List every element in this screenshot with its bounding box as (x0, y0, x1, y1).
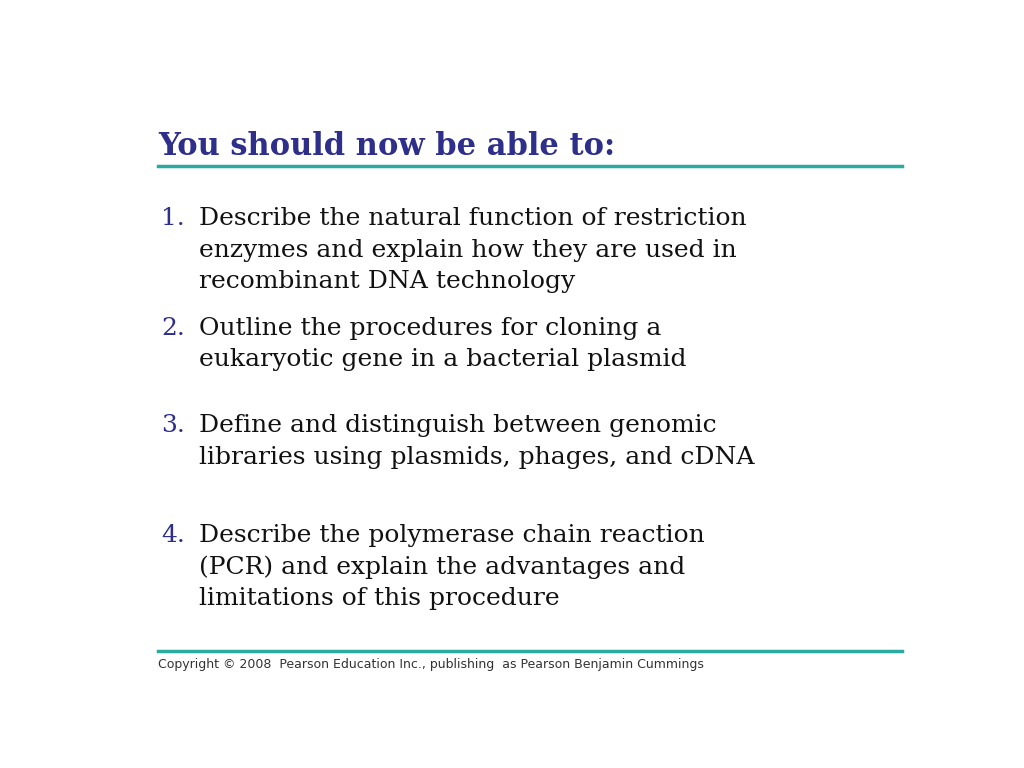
Text: 4.: 4. (161, 524, 185, 547)
Text: 1.: 1. (162, 207, 185, 230)
Text: Outline the procedures for cloning a
eukaryotic gene in a bacterial plasmid: Outline the procedures for cloning a euk… (200, 317, 687, 371)
Text: 2.: 2. (161, 317, 185, 340)
Text: You should now be able to:: You should now be able to: (158, 131, 615, 161)
Text: Describe the polymerase chain reaction
(PCR) and explain the advantages and
limi: Describe the polymerase chain reaction (… (200, 524, 706, 610)
Text: Copyright © 2008  Pearson Education Inc., publishing  as Pearson Benjamin Cummin: Copyright © 2008 Pearson Education Inc.,… (158, 657, 705, 670)
Text: Define and distinguish between genomic
libraries using plasmids, phages, and cDN: Define and distinguish between genomic l… (200, 415, 755, 468)
Text: Describe the natural function of restriction
enzymes and explain how they are us: Describe the natural function of restric… (200, 207, 748, 293)
Text: 3.: 3. (161, 415, 185, 438)
